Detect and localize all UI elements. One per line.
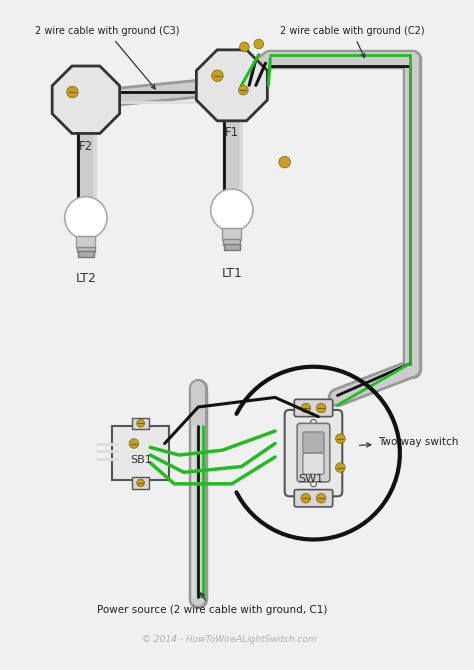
Text: LT2: LT2 [75, 272, 96, 285]
Text: 2 wire cable with ground (C2): 2 wire cable with ground (C2) [280, 26, 425, 58]
Text: Two way switch: Two way switch [359, 438, 458, 448]
Polygon shape [52, 66, 119, 133]
Circle shape [310, 419, 316, 425]
FancyBboxPatch shape [223, 239, 240, 245]
Circle shape [137, 419, 145, 427]
Circle shape [310, 481, 316, 486]
Text: SW1: SW1 [298, 474, 323, 484]
FancyBboxPatch shape [285, 410, 342, 496]
Polygon shape [196, 50, 267, 121]
Text: Power source (2 wire cable with ground, C1): Power source (2 wire cable with ground, … [98, 593, 328, 616]
Circle shape [301, 403, 310, 413]
Circle shape [212, 70, 223, 82]
Circle shape [129, 439, 139, 448]
FancyBboxPatch shape [132, 417, 149, 429]
Circle shape [137, 479, 145, 486]
FancyBboxPatch shape [303, 432, 324, 453]
Circle shape [211, 189, 253, 231]
Circle shape [336, 434, 345, 444]
Text: SB1: SB1 [130, 455, 152, 465]
Circle shape [239, 42, 249, 52]
Circle shape [67, 86, 78, 98]
Text: 2 wire cable with ground (C3): 2 wire cable with ground (C3) [35, 26, 180, 89]
FancyBboxPatch shape [294, 490, 333, 507]
FancyBboxPatch shape [112, 426, 169, 480]
Text: F2: F2 [79, 139, 93, 153]
Text: F1: F1 [225, 126, 239, 139]
Circle shape [238, 85, 248, 95]
FancyBboxPatch shape [78, 251, 93, 257]
FancyBboxPatch shape [222, 228, 241, 240]
FancyBboxPatch shape [294, 399, 333, 417]
Circle shape [65, 197, 107, 239]
Circle shape [316, 493, 326, 503]
FancyBboxPatch shape [132, 477, 149, 488]
Circle shape [301, 493, 310, 503]
FancyBboxPatch shape [303, 453, 324, 474]
FancyBboxPatch shape [77, 247, 94, 253]
FancyBboxPatch shape [224, 244, 239, 249]
Text: LT1: LT1 [221, 267, 242, 280]
Circle shape [279, 156, 291, 168]
Circle shape [336, 463, 345, 472]
Circle shape [316, 403, 326, 413]
Circle shape [254, 40, 264, 49]
FancyBboxPatch shape [76, 236, 95, 248]
Text: © 2014 - HowToWireALightSwitch.com: © 2014 - HowToWireALightSwitch.com [142, 635, 316, 645]
FancyBboxPatch shape [297, 423, 330, 482]
